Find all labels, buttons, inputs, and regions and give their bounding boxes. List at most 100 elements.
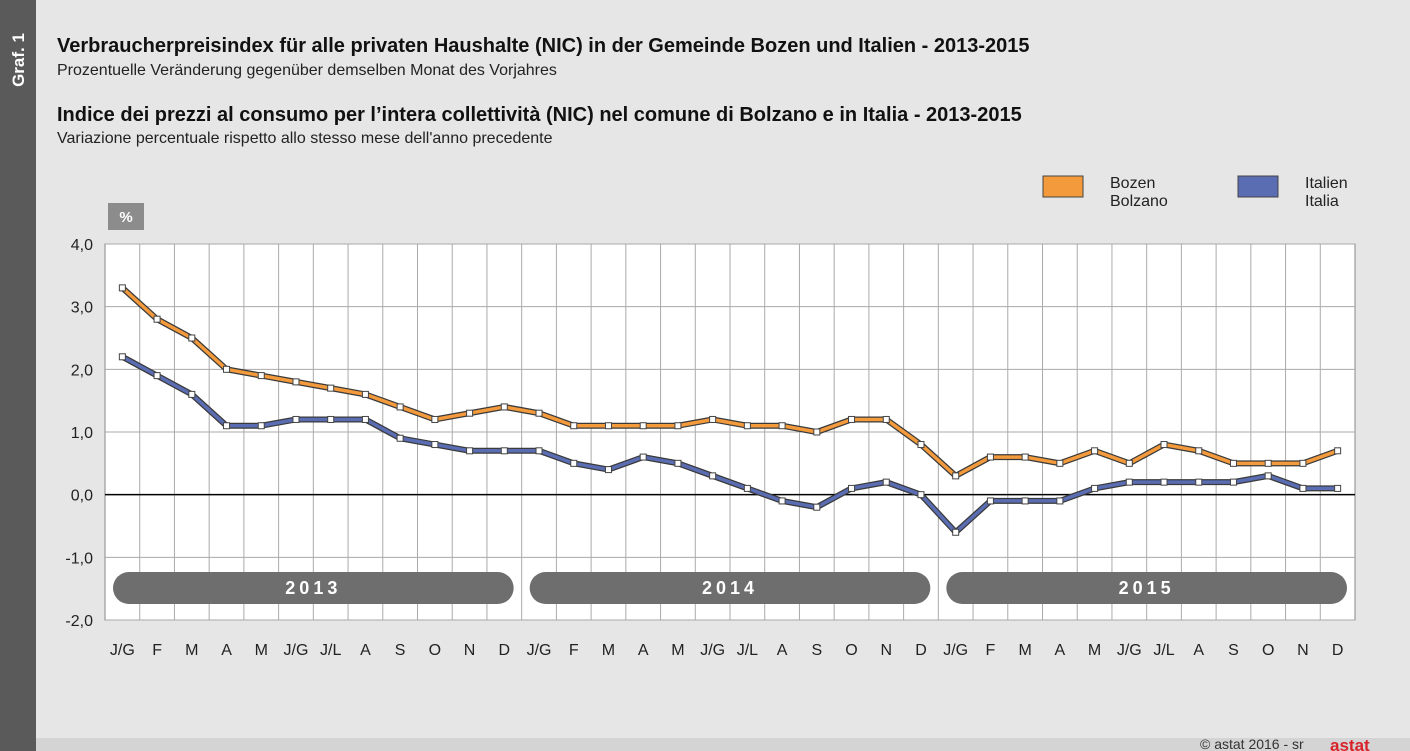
marker [778, 497, 786, 505]
marker [431, 415, 439, 423]
series-line [121, 286, 1339, 478]
year-band [113, 572, 514, 604]
x-tick-label: D [499, 642, 511, 659]
x-tick-label: S [395, 642, 406, 659]
marker [257, 422, 265, 430]
y-tick-label: -2,0 [65, 613, 93, 630]
marker [1160, 441, 1168, 449]
marker [1195, 447, 1203, 455]
marker [1091, 447, 1099, 455]
year-band [529, 572, 931, 604]
marker [466, 447, 474, 455]
marker [743, 484, 751, 492]
x-tick-label: J/L [320, 642, 341, 659]
marker [570, 459, 578, 467]
marker [361, 390, 369, 398]
marker [952, 528, 960, 536]
x-tick-label: O [845, 642, 857, 659]
x-tick-label: O [429, 642, 441, 659]
year-label: 2014 [702, 578, 758, 598]
marker [1160, 478, 1168, 486]
marker [327, 384, 335, 392]
x-tick-label: S [811, 642, 822, 659]
x-tick-label: J/G [700, 642, 725, 659]
marker [917, 441, 925, 449]
x-tick-label: J/G [527, 642, 552, 659]
year-label: 2013 [285, 578, 341, 598]
marker [1299, 459, 1307, 467]
marker [986, 497, 994, 505]
marker [153, 315, 161, 323]
marker [361, 415, 369, 423]
marker [500, 403, 508, 411]
x-tick-label: M [602, 642, 615, 659]
legend-swatch [1042, 175, 1084, 198]
footer-strip [36, 738, 1410, 751]
y-tick-label: 0,0 [71, 488, 93, 505]
marker [813, 503, 821, 511]
marker [188, 334, 196, 342]
x-tick-label: M [1088, 642, 1101, 659]
x-tick-label: S [1228, 642, 1239, 659]
x-tick-label: M [671, 642, 684, 659]
x-tick-label: A [638, 642, 649, 659]
marker [292, 415, 300, 423]
marker [1056, 459, 1064, 467]
marker [223, 422, 231, 430]
marker [848, 415, 856, 423]
marker [1091, 484, 1099, 492]
marker [223, 365, 231, 373]
chart-title-it: Indice dei prezzi al consumo per l’inter… [57, 104, 1022, 126]
marker [292, 378, 300, 386]
legend-label: Bozen Bolzano [1110, 175, 1168, 210]
marker [500, 447, 508, 455]
x-tick-label: N [464, 642, 476, 659]
marker [570, 422, 578, 430]
x-tick-label: A [360, 642, 371, 659]
series-line [121, 355, 1338, 535]
x-tick-label: A [1193, 642, 1204, 659]
x-tick-label: A [221, 642, 232, 659]
marker [1229, 478, 1237, 486]
unit-box [108, 203, 144, 230]
marker [188, 390, 196, 398]
x-tick-label: A [777, 642, 788, 659]
marker [1125, 459, 1133, 467]
marker [848, 484, 856, 492]
y-tick-label: 1,0 [71, 425, 93, 442]
chart-title: Verbraucherpreisindex für alle privaten … [57, 35, 1030, 57]
year-label: 2015 [1119, 578, 1175, 598]
marker [743, 422, 751, 430]
marker [674, 459, 682, 467]
marker [709, 415, 717, 423]
marker [431, 441, 439, 449]
marker [1056, 497, 1064, 505]
marker [1299, 484, 1307, 492]
y-tick-label: 2,0 [71, 362, 93, 379]
x-tick-label: J/G [943, 642, 968, 659]
marker [1334, 484, 1342, 492]
marker [1125, 478, 1133, 486]
legend-label: Italien Italia [1305, 175, 1348, 210]
marker [882, 478, 890, 486]
graf-label: Graf. 1 [9, 33, 28, 87]
x-tick-label: M [1018, 642, 1031, 659]
marker [813, 428, 821, 436]
x-tick-label: N [1297, 642, 1309, 659]
x-tick-label: J/G [284, 642, 309, 659]
legend-swatch [1237, 175, 1279, 198]
marker [986, 453, 994, 461]
marker [1264, 472, 1272, 480]
marker [604, 422, 612, 430]
marker [778, 422, 786, 430]
marker [1229, 459, 1237, 467]
y-tick-label: 3,0 [71, 300, 93, 317]
marker [153, 372, 161, 380]
y-tick-label: 4,0 [71, 237, 93, 254]
marker [709, 472, 717, 480]
x-tick-label: J/G [110, 642, 135, 659]
x-tick-label: A [1055, 642, 1066, 659]
marker [535, 409, 543, 417]
chart-subtitle: Prozentuelle Veränderung gegenüber demse… [57, 62, 557, 79]
